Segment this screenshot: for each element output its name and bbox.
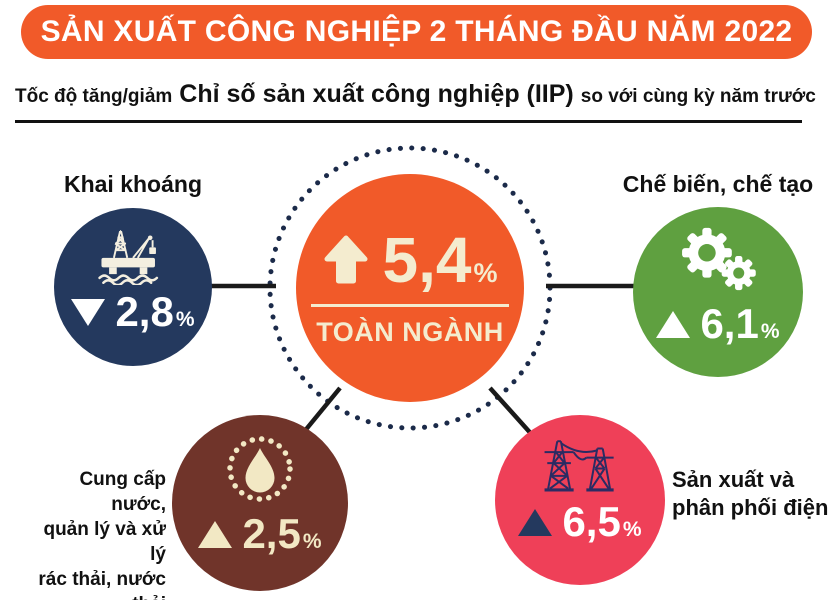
center-circle-total-industry: 5,4 % TOÀN NGÀNH [296,174,524,402]
center-value: 5,4 % [383,228,498,292]
mining-value-row: 2,8 % [71,291,195,333]
gears-icon [682,227,756,291]
electricity-percent-sign: % [622,518,642,541]
electricity-value-number: 6,5 [562,498,621,545]
center-divider [311,304,509,307]
label-water-waste: Cung cấp nước, quản lý và xử lý rác thải… [24,467,166,600]
water-value: 2,5 % [242,513,321,555]
circle-water-waste: 2,5 % [172,415,348,591]
water-value-number: 2,5 [242,510,301,557]
manufacturing-percent-sign: % [760,320,780,343]
manufacturing-value-number: 6,1 [700,300,759,347]
circle-electricity: 6,5 % [495,415,665,585]
label-manufacturing: Chế biến, chế tạo [622,171,814,197]
circle-manufacturing: 6,1 % [633,207,803,377]
water-value-row: 2,5 % [198,513,322,555]
circle-mining: 2,8 % [54,208,212,366]
down-triangle-icon [71,298,106,326]
subtitle-suffix: so với cùng kỳ năm trước [580,86,816,107]
label-water-line-2: quản lý và xử lý [43,519,166,566]
label-electricity-line-2: phân phối điện [672,494,829,520]
oil-rig-icon [98,230,159,285]
label-electricity: Sản xuất và phân phối điện [672,466,835,522]
up-triangle-icon [518,508,553,536]
manufacturing-value-row: 6,1 % [656,303,780,345]
power-towers-icon [544,440,614,492]
label-water-line-3: rác thải, nước thải [38,569,166,600]
mining-percent-sign: % [175,308,195,331]
page-title: SẢN XUẤT CÔNG NGHIỆP 2 THÁNG ĐẦU NĂM 202… [40,15,793,48]
center-value-number: 5,4 [382,224,472,296]
center-label: TOÀN NGÀNH [316,317,504,347]
water-percent-sign: % [302,530,322,553]
water-drop-icon [227,436,293,502]
subtitle-highlight: Chỉ số sản xuất công nghiệp (IIP) [179,80,574,108]
divider-rule [15,120,802,123]
up-triangle-icon [656,310,691,338]
label-electricity-line-1: Sản xuất và [672,467,795,492]
up-triangle-icon [198,520,233,548]
label-mining: Khai khoáng [63,171,202,197]
center-value-row: 5,4 % [323,228,498,292]
mining-value-number: 2,8 [115,288,174,335]
subtitle-prefix: Tốc độ tăng/giảm [15,86,173,107]
label-water-line-1: Cung cấp nước, [79,469,166,516]
mining-value: 2,8 % [115,291,194,333]
center-percent-sign: % [473,258,498,288]
title-banner: SẢN XUẤT CÔNG NGHIỆP 2 THÁNG ĐẦU NĂM 202… [21,5,812,59]
subtitle: Tốc độ tăng/giảm Chỉ số sản xuất công ng… [15,80,820,109]
manufacturing-value: 6,1 % [700,303,779,345]
up-arrow-icon [324,235,367,284]
electricity-value-row: 6,5 % [518,501,642,543]
electricity-value: 6,5 % [562,501,641,543]
